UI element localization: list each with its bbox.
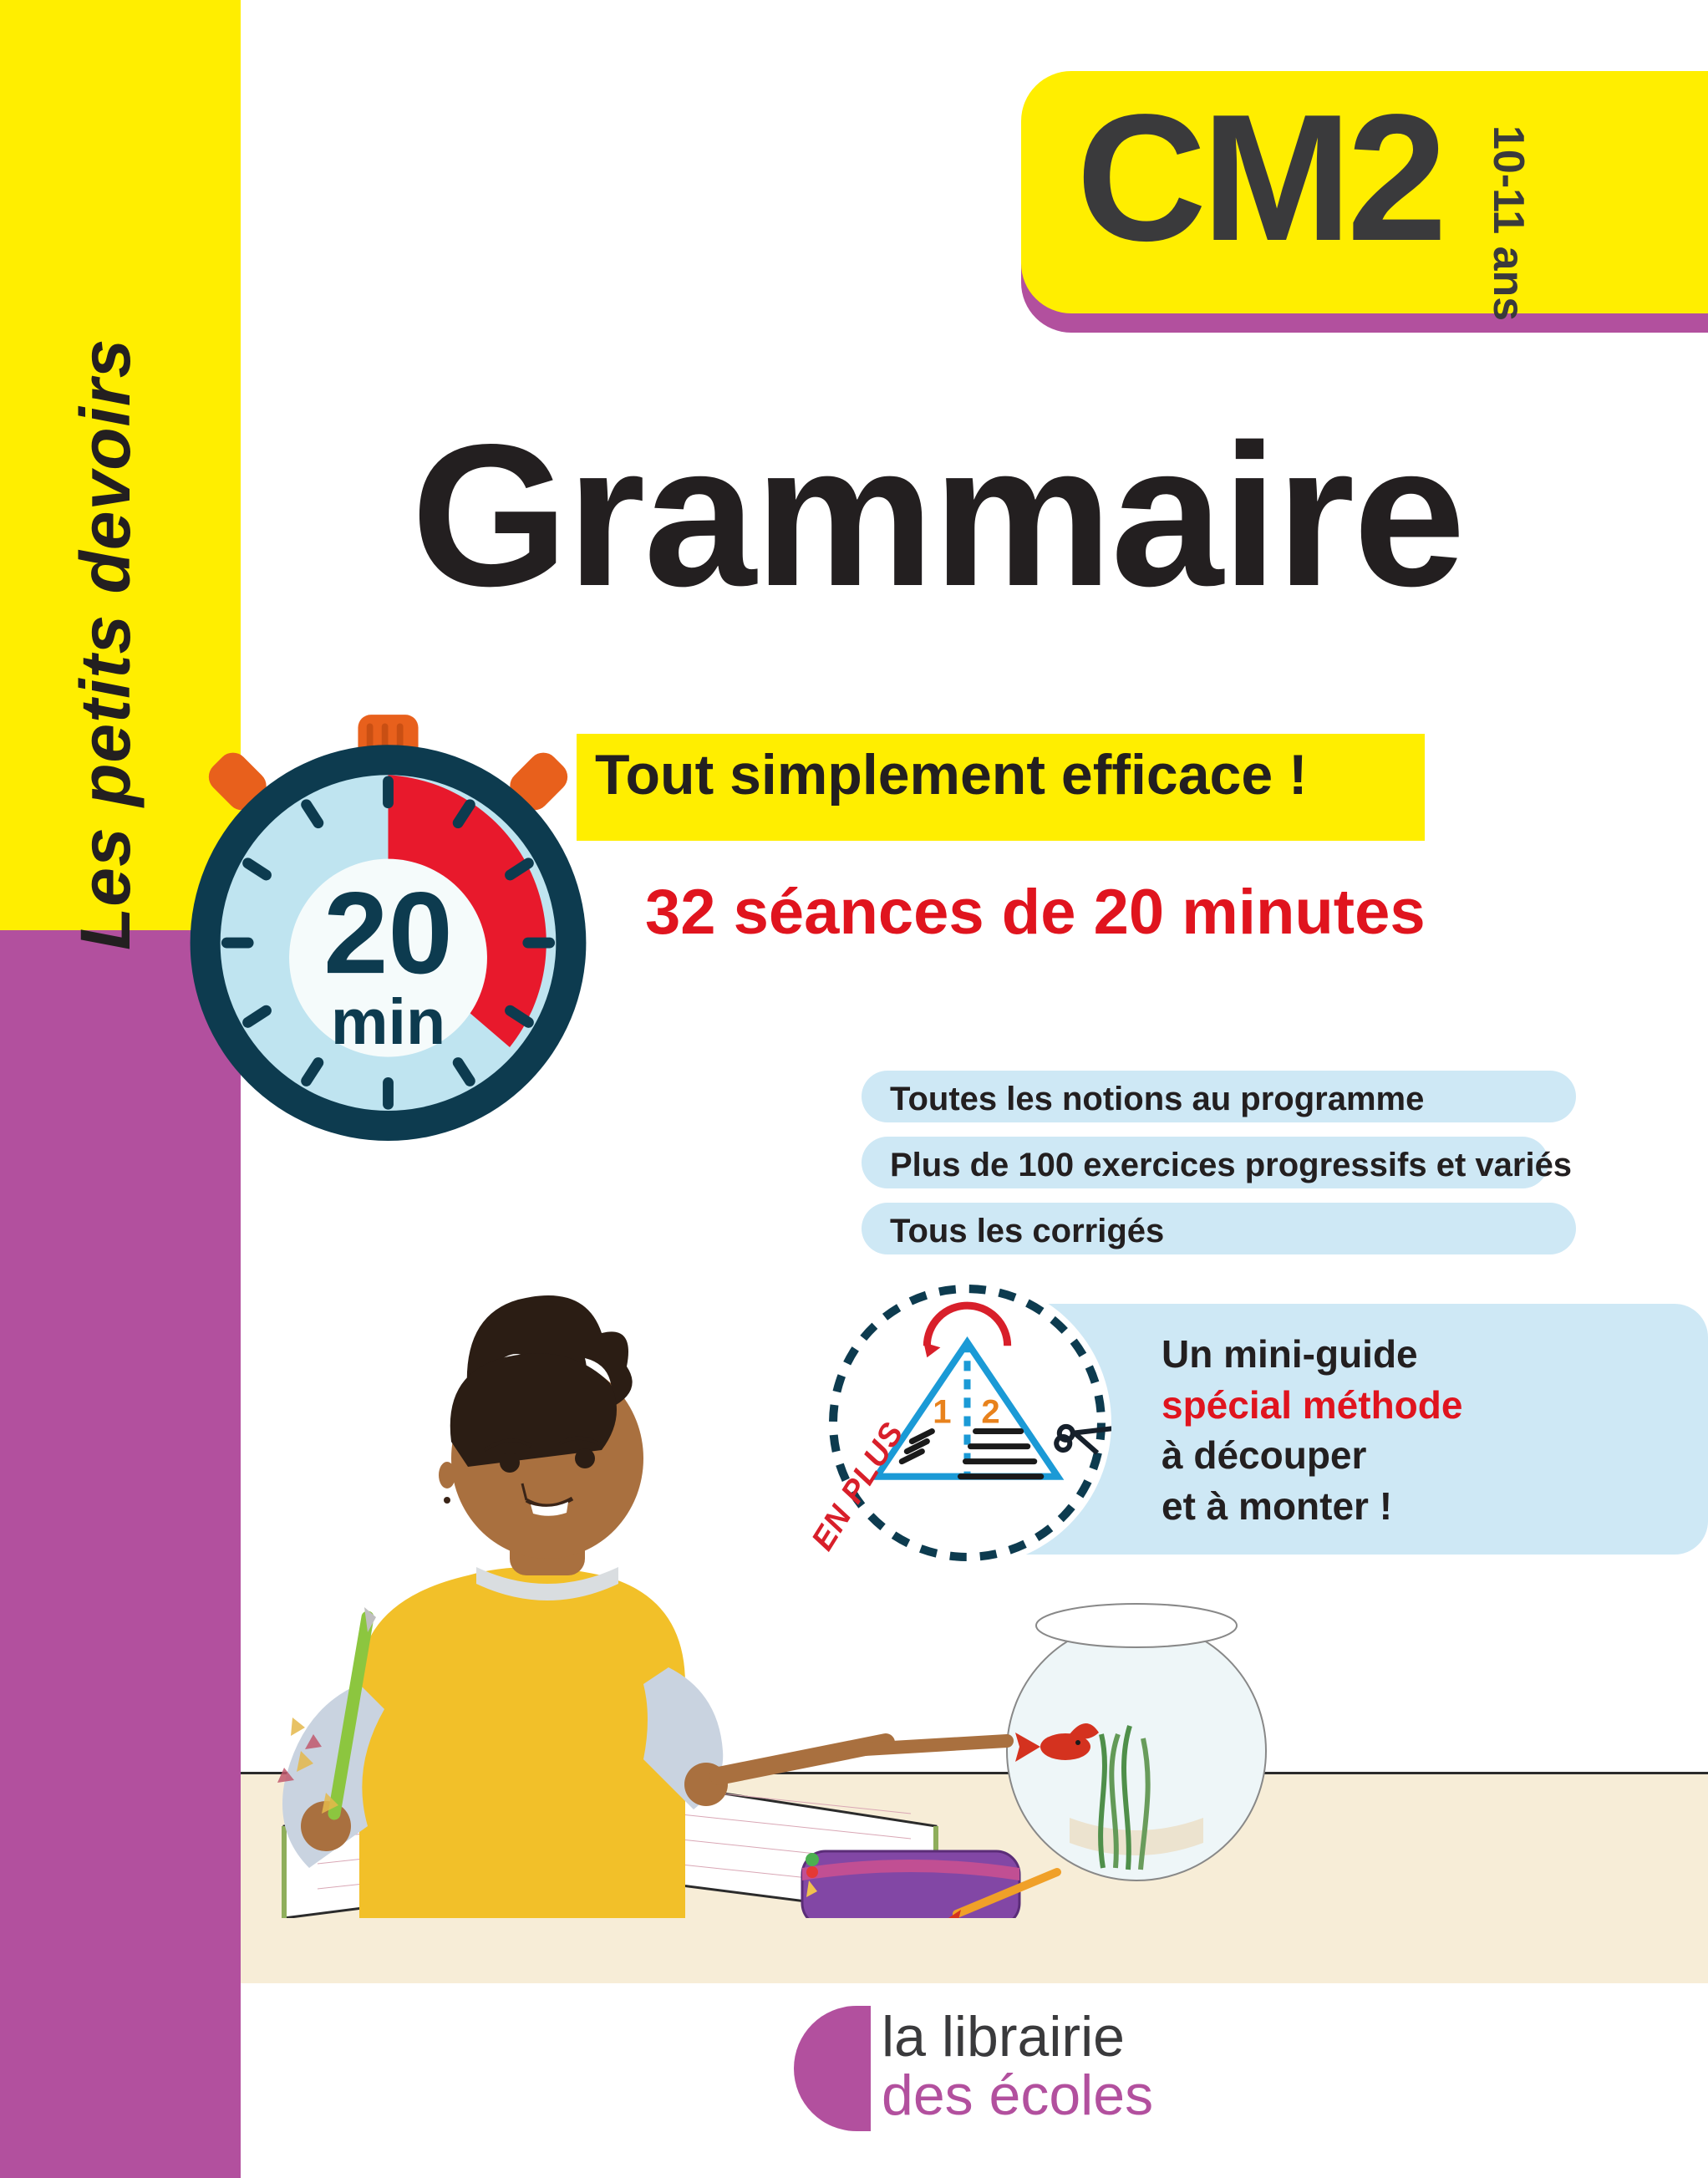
svg-text:min: min <box>331 986 445 1058</box>
svg-text:20: 20 <box>323 868 453 998</box>
